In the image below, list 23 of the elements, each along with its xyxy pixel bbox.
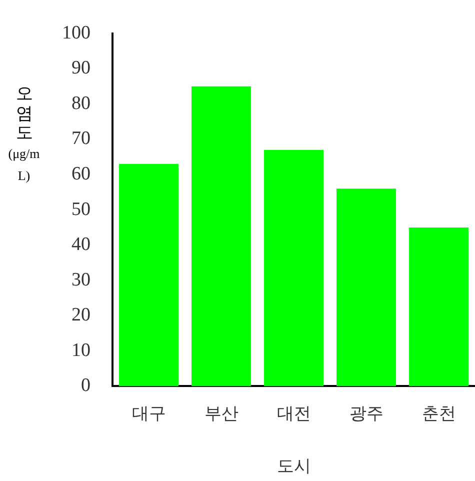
bar [409, 227, 468, 386]
bar [264, 150, 324, 386]
y-tick-label: 70 [72, 128, 90, 150]
y-tick-label: 10 [72, 340, 90, 361]
y-tick-label: 0 [81, 375, 90, 396]
x-tick-label: 대전 [276, 404, 311, 423]
y-tick-label: 60 [72, 164, 90, 185]
y-tick-label: 80 [72, 92, 90, 114]
x-axis-title: 도시 [276, 456, 311, 476]
y-axis-title: 오염도(μg/mL) [8, 84, 40, 185]
y-tick-label: 50 [72, 198, 90, 220]
y-tick-label: 20 [72, 304, 90, 326]
bar [119, 164, 178, 386]
y-tick-label: 40 [72, 234, 90, 256]
y-tick-label: 30 [72, 269, 90, 290]
x-tick-label: 부산 [204, 404, 238, 423]
bar [336, 188, 396, 386]
x-tick-label: 광주 [349, 404, 384, 423]
bar [192, 86, 251, 386]
x-tick-label: 춘천 [422, 404, 456, 423]
y-tick-label: 100 [62, 22, 90, 44]
x-tick-label: 대구 [132, 404, 166, 423]
y-tick-label: 90 [72, 58, 90, 79]
